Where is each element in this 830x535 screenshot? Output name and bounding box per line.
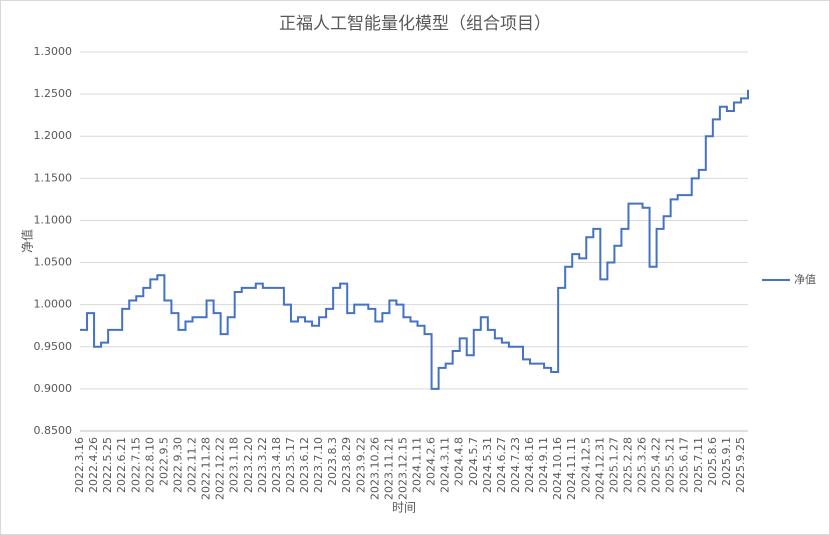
- x-tick-label: 2023.2.20: [242, 437, 255, 493]
- y-tick-label: 0.8500: [34, 424, 73, 437]
- x-tick-label: 2023.4.18: [270, 437, 283, 493]
- y-tick-label: 1.0500: [34, 256, 73, 269]
- x-tick-label: 2023.9.22: [354, 437, 367, 493]
- x-tick-label: 2025.1.27: [607, 437, 620, 493]
- x-axis-title: 时间: [392, 501, 416, 515]
- x-tick-label: 2025.9.25: [734, 437, 747, 493]
- x-tick-label: 2025.7.11: [692, 437, 705, 493]
- x-tick-label: 2024.6.27: [495, 437, 508, 493]
- x-tick-label: 2024.12.5: [579, 437, 592, 493]
- x-tick-label: 2024.5.31: [481, 437, 494, 493]
- x-tick-label: 2023.8.3: [326, 437, 339, 486]
- x-tick-label: 2023.7.10: [312, 437, 325, 493]
- x-tick-label: 2023.8.29: [340, 437, 353, 493]
- x-tick-label: 2022.7.15: [129, 437, 142, 493]
- x-tick-label: 2023.12.15: [396, 437, 409, 500]
- x-tick-label: 2024.5.7: [467, 437, 480, 486]
- x-tick-label: 2024.3.11: [439, 437, 452, 493]
- x-tick-label: 2022.9.30: [171, 437, 184, 493]
- x-tick-label: 2023.1.18: [228, 437, 241, 493]
- x-tick-label: 2023.3.22: [256, 437, 269, 493]
- chart-title: 正福人工智能量化模型（组合项目）: [279, 14, 551, 34]
- x-tick-label: 2025.8.6: [706, 437, 719, 486]
- x-tick-label: 2024.12.31: [593, 437, 606, 500]
- y-tick-label: 1.1000: [34, 213, 73, 226]
- y-tick-label: 1.2500: [34, 87, 73, 100]
- x-tick-label: 2025.2.28: [621, 437, 634, 493]
- x-tick-label: 2024.7.23: [509, 437, 522, 493]
- x-tick-label: 2022.11.2: [186, 437, 199, 493]
- x-tick-label: 2024.2.6: [425, 437, 438, 486]
- x-tick-label: 2022.11.28: [200, 437, 213, 500]
- x-tick-label: 2023.5.17: [284, 437, 297, 493]
- x-tick-label: 2023.11.21: [382, 437, 395, 500]
- x-tick-label: 2024.11.11: [565, 437, 578, 500]
- x-tick-label: 2022.8.10: [143, 437, 156, 493]
- y-tick-label: 1.0000: [34, 298, 73, 311]
- x-tick-label: 2023.6.12: [298, 437, 311, 493]
- x-tick-label: 2022.4.26: [87, 437, 100, 493]
- y-tick-label: 0.9000: [34, 382, 73, 395]
- x-tick-label: 2025.3.26: [636, 437, 649, 493]
- x-tick-label: 2024.8.16: [523, 437, 536, 493]
- y-axis-title: 净值: [20, 229, 35, 253]
- legend-label: 净值: [794, 272, 816, 286]
- x-tick-label: 2025.5.21: [664, 437, 677, 493]
- x-tick-label: 2024.10.16: [551, 437, 564, 500]
- x-tick-label: 2023.10.26: [368, 437, 381, 500]
- x-tick-label: 2022.6.21: [115, 437, 128, 493]
- x-tick-label: 2025.6.17: [678, 437, 691, 493]
- y-tick-label: 1.2000: [34, 129, 73, 142]
- x-tick-label: 2024.4.8: [453, 437, 466, 486]
- y-tick-label: 1.3000: [34, 45, 73, 58]
- x-tick-label: 2022.3.16: [73, 437, 86, 493]
- x-tick-label: 2022.9.5: [157, 437, 170, 486]
- x-tick-label: 2022.12.22: [214, 437, 227, 500]
- y-tick-label: 0.9500: [34, 340, 73, 353]
- x-tick-label: 2025.9.1: [720, 437, 733, 486]
- x-tick-label: 2022.5.25: [101, 437, 114, 493]
- data-line: [80, 89, 749, 390]
- x-tick-label: 2024.1.11: [411, 437, 424, 493]
- y-tick-label: 1.1500: [34, 171, 73, 184]
- x-tick-label: 2024.9.11: [537, 437, 550, 493]
- x-tick-label: 2025.4.22: [650, 437, 663, 493]
